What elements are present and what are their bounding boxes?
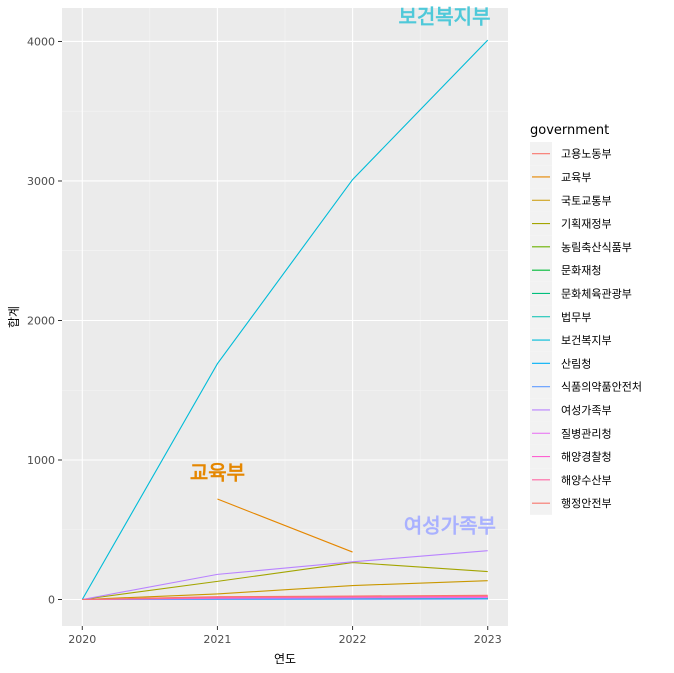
series-line	[82, 595, 488, 601]
x-axis-title: 연도	[274, 652, 296, 666]
series-line	[82, 550, 488, 601]
legend-label: 식품의약품안전처	[561, 380, 642, 394]
legend-label: 농림축산식품부	[561, 241, 632, 254]
legend-label: 질병관리청	[561, 427, 612, 440]
series-line	[82, 561, 488, 601]
x-tick-label: 2021	[203, 633, 231, 646]
legend-label: 해양수산부	[561, 473, 612, 487]
legend-label: 문화체육관광부	[561, 287, 632, 300]
legend: government 고용노동부교육부국토교통부기획재정부농림축산식품부문화재청…	[530, 123, 642, 515]
x-axis: 2020 2021 2022 2023	[68, 626, 502, 646]
y-axis-title: 합계	[7, 306, 21, 328]
legend-label: 법무부	[561, 311, 591, 324]
y-tick-label: 1000	[27, 454, 55, 467]
series-layer	[81, 39, 489, 601]
series-line	[82, 594, 488, 601]
series-line	[81, 39, 489, 600]
annotation-label: 여성가족부	[404, 514, 496, 538]
legend-label: 교육부	[561, 171, 591, 184]
annotation-label: 교육부	[190, 461, 245, 485]
y-tick-label: 0	[48, 593, 55, 606]
legend-label: 고용노동부	[561, 148, 612, 161]
x-tick-label: 2023	[474, 633, 502, 646]
legend-label: 해양경찰청	[561, 450, 612, 464]
x-tick-label: 2022	[339, 633, 367, 646]
legend-title: government	[530, 123, 609, 138]
legend-label: 기획재정부	[561, 218, 612, 231]
y-tick-label: 2000	[27, 314, 55, 327]
y-tick-label: 4000	[27, 35, 55, 48]
legend-label: 문화재청	[561, 264, 601, 277]
series-line	[217, 498, 353, 553]
legend-label: 보건복지부	[561, 334, 612, 347]
x-tick-label: 2020	[68, 633, 96, 646]
y-tick-label: 3000	[27, 175, 55, 188]
y-axis: 0 1000 2000 3000 4000	[27, 35, 62, 606]
legend-label: 산림청	[561, 357, 591, 370]
legend-label: 행정안전부	[561, 497, 612, 510]
series-line	[82, 580, 488, 601]
legend-label: 국토교통부	[561, 194, 612, 207]
grid-minor	[62, 8, 508, 626]
annotation-label: 보건복지부	[398, 4, 490, 28]
legend-label: 여성가족부	[561, 404, 612, 417]
